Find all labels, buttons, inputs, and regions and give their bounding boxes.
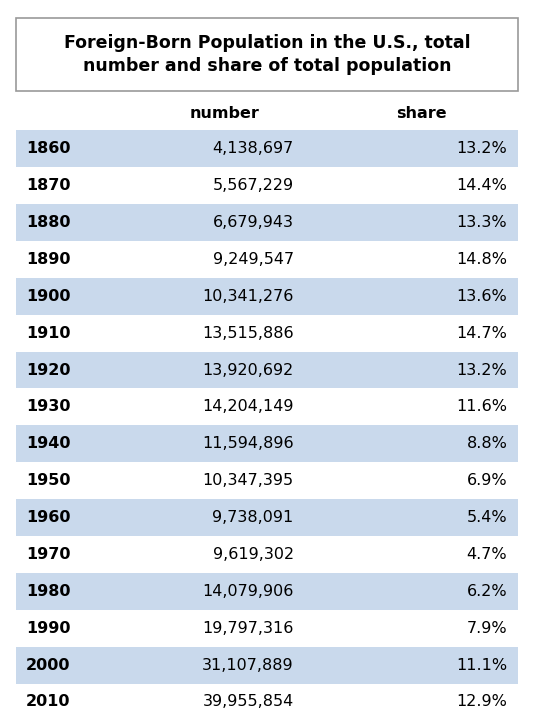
Text: 6.2%: 6.2% bbox=[467, 584, 507, 599]
Bar bbox=[16, 204, 518, 241]
Text: 39,955,854: 39,955,854 bbox=[202, 694, 294, 710]
Text: 12.9%: 12.9% bbox=[457, 694, 507, 710]
Text: 10,341,276: 10,341,276 bbox=[202, 289, 294, 304]
Text: 5.4%: 5.4% bbox=[467, 510, 507, 525]
Text: 1860: 1860 bbox=[26, 141, 70, 156]
Bar bbox=[16, 683, 518, 720]
Text: 6.9%: 6.9% bbox=[467, 473, 507, 488]
Text: 1940: 1940 bbox=[26, 437, 70, 451]
Text: 1920: 1920 bbox=[26, 363, 70, 377]
Text: 14.4%: 14.4% bbox=[457, 178, 507, 193]
Text: 19,797,316: 19,797,316 bbox=[202, 620, 294, 636]
Text: 1910: 1910 bbox=[26, 326, 70, 341]
Text: 1880: 1880 bbox=[26, 215, 70, 230]
Bar bbox=[16, 610, 518, 647]
Bar bbox=[16, 315, 518, 352]
FancyBboxPatch shape bbox=[16, 18, 518, 90]
Text: 1950: 1950 bbox=[26, 473, 70, 488]
Bar bbox=[16, 389, 518, 426]
Text: 5,567,229: 5,567,229 bbox=[213, 178, 294, 193]
Text: 9,249,547: 9,249,547 bbox=[213, 252, 294, 267]
Text: 14.8%: 14.8% bbox=[456, 252, 507, 267]
Text: 11,594,896: 11,594,896 bbox=[202, 437, 294, 451]
Text: 8.8%: 8.8% bbox=[466, 437, 507, 451]
Text: 13.2%: 13.2% bbox=[457, 141, 507, 156]
Text: 6,679,943: 6,679,943 bbox=[213, 215, 294, 230]
Bar bbox=[16, 647, 518, 683]
Text: 4,138,697: 4,138,697 bbox=[213, 141, 294, 156]
Text: 31,107,889: 31,107,889 bbox=[202, 657, 294, 673]
Bar bbox=[16, 536, 518, 573]
Text: 13.3%: 13.3% bbox=[457, 215, 507, 230]
Text: 1930: 1930 bbox=[26, 400, 70, 414]
Text: 13,515,886: 13,515,886 bbox=[202, 326, 294, 341]
Text: 7.9%: 7.9% bbox=[467, 620, 507, 636]
Text: 1970: 1970 bbox=[26, 547, 70, 562]
Bar bbox=[16, 278, 518, 315]
Text: 10,347,395: 10,347,395 bbox=[202, 473, 294, 488]
Text: number: number bbox=[190, 106, 259, 121]
Text: 9,738,091: 9,738,091 bbox=[213, 510, 294, 525]
Bar bbox=[16, 426, 518, 462]
Text: 1900: 1900 bbox=[26, 289, 70, 304]
Text: 2010: 2010 bbox=[26, 694, 70, 710]
Text: 1990: 1990 bbox=[26, 620, 70, 636]
Text: 11.1%: 11.1% bbox=[456, 657, 507, 673]
Text: share: share bbox=[397, 106, 447, 121]
Text: 2000: 2000 bbox=[26, 657, 70, 673]
Bar bbox=[16, 167, 518, 204]
Bar bbox=[16, 241, 518, 278]
Bar bbox=[16, 499, 518, 536]
Text: 4.7%: 4.7% bbox=[467, 547, 507, 562]
Text: 1960: 1960 bbox=[26, 510, 70, 525]
Text: 1870: 1870 bbox=[26, 178, 70, 193]
Text: 13.6%: 13.6% bbox=[457, 289, 507, 304]
Text: Foreign-Born Population in the U.S., total
number and share of total population: Foreign-Born Population in the U.S., tot… bbox=[64, 33, 470, 75]
Text: 1980: 1980 bbox=[26, 584, 70, 599]
Text: 9,619,302: 9,619,302 bbox=[213, 547, 294, 562]
Bar bbox=[16, 130, 518, 167]
Bar bbox=[16, 462, 518, 499]
Text: 13.2%: 13.2% bbox=[457, 363, 507, 377]
Text: 1890: 1890 bbox=[26, 252, 70, 267]
Text: 11.6%: 11.6% bbox=[456, 400, 507, 414]
Text: 13,920,692: 13,920,692 bbox=[202, 363, 294, 377]
Bar bbox=[16, 352, 518, 389]
Bar bbox=[16, 573, 518, 610]
Text: 14.7%: 14.7% bbox=[457, 326, 507, 341]
Text: 14,204,149: 14,204,149 bbox=[202, 400, 294, 414]
Text: 14,079,906: 14,079,906 bbox=[202, 584, 294, 599]
